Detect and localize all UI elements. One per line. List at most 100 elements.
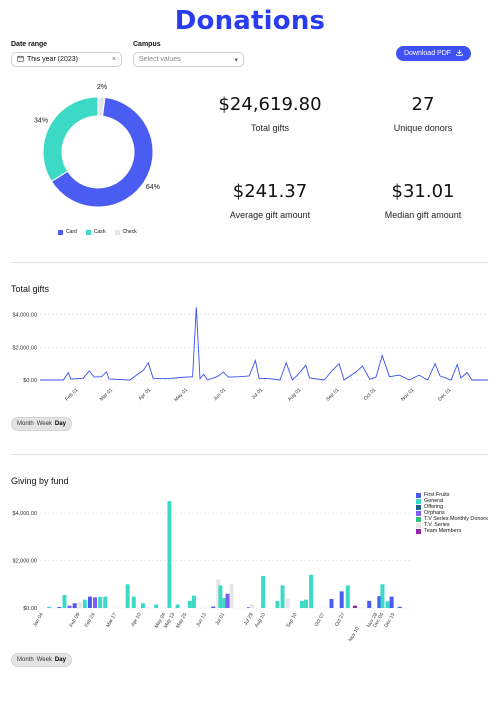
bar-t-v-series <box>249 604 254 608</box>
average-gift-value: $241.37 <box>232 181 308 202</box>
legend-label: First Fruits <box>424 492 450 498</box>
campus-select[interactable]: Select values ▾ <box>133 52 244 67</box>
divider <box>10 262 488 263</box>
chevron-down-icon: ▾ <box>234 56 238 64</box>
unique-donors-label: Unique donors <box>393 123 453 133</box>
legend-label: Orphans <box>424 510 445 516</box>
date-range-value: This year (2023) <box>27 56 78 63</box>
bar-general <box>191 595 196 608</box>
bar-first-fruits <box>339 591 344 608</box>
toggle-month[interactable]: Month <box>17 421 34 427</box>
donut-slice-check <box>97 96 106 117</box>
legend-swatch <box>416 528 421 534</box>
x-tick-label: May 25 <box>175 612 189 629</box>
bar-team-members <box>352 605 357 608</box>
legend-swatch-card <box>58 229 63 235</box>
donut-slice-card <box>50 96 154 208</box>
x-tick-label: Jul 01 <box>214 612 226 627</box>
x-tick-label: Jan 04 <box>32 612 45 628</box>
y-tick-label: $0.00 <box>23 378 37 384</box>
download-pdf-button[interactable]: Download PDF <box>396 46 471 61</box>
x-tick-label: Nov 01 <box>400 387 416 403</box>
legend-label: Team Members <box>424 528 462 534</box>
toggle-week[interactable]: Week <box>36 421 52 427</box>
campus-label: Campus <box>133 41 161 48</box>
y-tick-label: $0.00 <box>23 606 37 612</box>
donut-slice-label: 64% <box>146 184 160 191</box>
total-gifts-chart-title: Total gifts <box>11 284 50 294</box>
date-range-label: Date range <box>11 41 48 48</box>
bar-general <box>345 585 350 608</box>
fund-legend-item: T.V. Series <box>416 522 488 528</box>
calendar-icon <box>17 55 24 64</box>
bar-first-fruits <box>329 598 334 608</box>
x-tick-label: Apr 10 <box>130 612 143 628</box>
total-gifts-label: Total gifts <box>250 123 290 133</box>
bar-general <box>47 606 52 608</box>
donut-slice-label: 34% <box>34 118 48 125</box>
legend-label: T.V Series Monthly Donors <box>424 516 488 522</box>
legend-swatch <box>416 504 421 510</box>
toggle-day[interactable]: Day <box>54 657 66 663</box>
x-tick-label: Sep 10 <box>285 612 298 629</box>
x-tick-label: Apr 01 <box>138 387 153 402</box>
legend-swatch <box>416 522 421 528</box>
bar-general <box>167 501 172 608</box>
legend-swatch <box>416 498 421 504</box>
toggle-week[interactable]: Week <box>36 657 52 663</box>
x-tick-label: Mar 01 <box>99 387 114 402</box>
date-range-select[interactable]: This year (2023) × <box>11 52 122 67</box>
total-gifts-line-chart: $0.00 $2,000.00 $4,000.00 Feb 01 Mar 01 Apr 0… <box>13 307 488 403</box>
bar-first-fruits <box>397 606 402 608</box>
x-tick-label: Feb 09 <box>68 612 81 629</box>
bar-general <box>62 594 67 608</box>
x-tick-label: Dec 15 <box>383 612 396 629</box>
legend-label: Offering <box>424 504 444 510</box>
fund-legend-item: Orphans <box>416 510 488 516</box>
total-gifts-value: $24,619.80 <box>218 94 322 115</box>
bar-t-v-series <box>285 598 290 608</box>
bar-general <box>131 596 136 608</box>
fund-legend-item: General <box>416 498 488 504</box>
bar-general <box>103 596 108 608</box>
bar-general <box>218 585 223 608</box>
bar-general <box>309 574 314 608</box>
bar-general <box>304 599 309 608</box>
toggle-day[interactable]: Day <box>54 421 66 427</box>
x-tick-label: Feb 24 <box>84 612 97 629</box>
x-tick-label: Jun 01 <box>212 387 227 402</box>
donut-slice-label: 2% <box>97 84 107 91</box>
legend-swatch <box>416 492 421 498</box>
bar-orphans <box>67 605 72 608</box>
x-tick-label: Dec 01 <box>437 387 453 403</box>
fund-legend-item: First Fruits <box>416 492 488 498</box>
x-tick-label: Aug 01 <box>287 387 303 403</box>
bar-general <box>187 600 192 608</box>
page-title: Donations <box>174 6 326 36</box>
bar-first-fruits <box>367 600 372 608</box>
y-tick-label: $2,000.00 <box>13 559 37 565</box>
bar-orphans <box>93 597 98 608</box>
granularity-toggle-1[interactable]: Month Week Day <box>11 417 72 431</box>
x-tick-label: Sep 01 <box>325 387 341 403</box>
bar-first-fruits <box>211 606 216 608</box>
x-tick-label: Oct 07 <box>314 612 327 628</box>
x-tick-label: Jun 13 <box>195 612 208 628</box>
bar-t-v-series <box>77 602 82 608</box>
legend-label-card: Card <box>66 229 77 235</box>
download-pdf-label: Download PDF <box>403 50 452 57</box>
x-tick-label: Aug 10 <box>254 612 267 629</box>
donut-legend: Card Cash Check <box>58 229 137 235</box>
clear-icon[interactable]: × <box>111 56 116 63</box>
bar-first-fruits <box>246 607 251 608</box>
legend-label-cash: Cash <box>93 229 106 235</box>
toggle-month[interactable]: Month <box>17 657 34 663</box>
granularity-toggle-2[interactable]: Month Week Day <box>11 653 72 667</box>
fund-legend: First Fruits General Offering Orphans T.V Se… <box>416 492 488 534</box>
x-tick-label: Feb 01 <box>64 387 79 402</box>
bar-first-fruits <box>377 596 382 608</box>
bar-orphans <box>225 593 230 608</box>
bar-general <box>275 600 280 608</box>
bar-first-fruits <box>389 596 394 608</box>
bar-general <box>380 584 385 608</box>
